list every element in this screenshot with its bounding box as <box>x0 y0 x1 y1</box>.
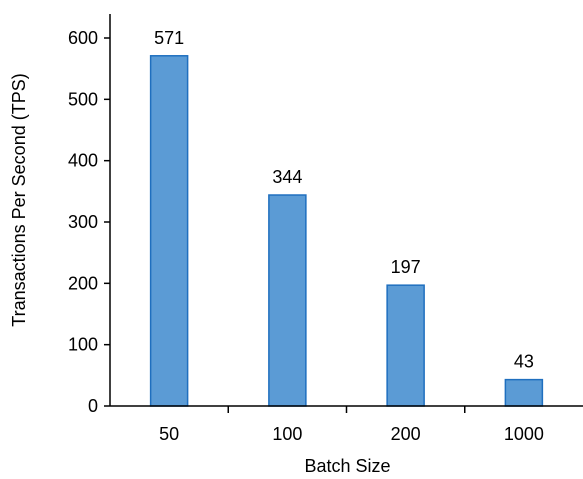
x-tick-label: 50 <box>159 424 179 444</box>
bar <box>268 194 307 407</box>
x-tick-label: 1000 <box>504 424 544 444</box>
x-axis-title: Batch Size <box>304 456 390 476</box>
bars-layer <box>149 55 544 407</box>
y-ticks: 0 100 200 300 400 500 600 <box>68 28 110 416</box>
y-tick-label: 400 <box>68 151 98 171</box>
bar <box>149 55 189 407</box>
y-axis-title: Transactions Per Second (TPS) <box>9 73 29 326</box>
bar <box>504 378 544 407</box>
y-tick-label: 600 <box>68 28 98 48</box>
bar-data-label: 344 <box>272 167 302 187</box>
bar <box>386 284 425 407</box>
y-tick-label: 300 <box>68 212 98 232</box>
bar-data-label: 43 <box>514 352 534 372</box>
bar-data-label: 197 <box>391 257 421 277</box>
y-tick-label: 200 <box>68 273 98 293</box>
y-tick-label: 500 <box>68 89 98 109</box>
x-tick-label: 200 <box>391 424 421 444</box>
y-tick-label: 100 <box>68 335 98 355</box>
x-tick-label: 100 <box>272 424 302 444</box>
data-labels-layer: 571 344 197 43 <box>154 28 534 372</box>
y-tick-label: 0 <box>88 396 98 416</box>
bar-data-label: 571 <box>154 28 184 48</box>
x-ticks: 50 100 200 1000 <box>159 406 544 444</box>
